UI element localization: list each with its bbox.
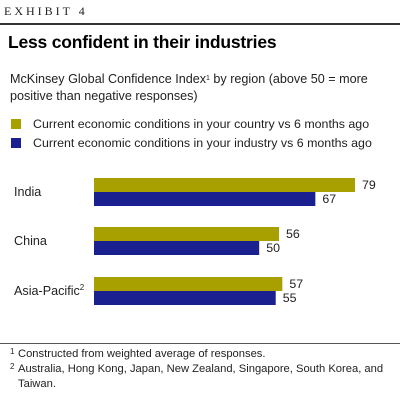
footnote-rule	[0, 343, 400, 344]
exhibit-label: EXHIBIT 4	[4, 4, 88, 18]
data-label: 79	[362, 178, 376, 192]
footnotes: 1 Constructed from weighted average of re…	[10, 347, 395, 392]
data-label: 56	[286, 227, 300, 241]
bar	[94, 192, 316, 206]
footnote-2-text: Australia, Hong Kong, Japan, New Zealand…	[18, 363, 384, 390]
subtitle-main: McKinsey Global Confidence Index	[10, 72, 207, 86]
category-label: China	[14, 234, 47, 248]
chart-subtitle: McKinsey Global Confidence Index1 by reg…	[10, 71, 395, 105]
footnote-1-mark: 1	[10, 347, 15, 356]
legend-item-industry: Current economic conditions in your indu…	[11, 136, 396, 152]
legend-swatch-country	[11, 119, 21, 129]
legend-label-country: Current economic conditions in your coun…	[33, 117, 370, 131]
data-label: 67	[322, 192, 336, 206]
category-label: India	[14, 185, 41, 199]
legend-item-country: Current economic conditions in your coun…	[11, 117, 396, 133]
category-footnote-mark: 2	[80, 283, 85, 292]
chart-title: Less confident in their industries	[8, 32, 277, 52]
legend-swatch-industry	[11, 138, 21, 148]
top-rule	[0, 23, 400, 25]
bar	[94, 227, 280, 241]
footnote-2-mark: 2	[10, 362, 15, 371]
data-label: 50	[266, 241, 280, 255]
footnote-2: 2 Australia, Hong Kong, Japan, New Zealan…	[10, 362, 395, 392]
bar	[94, 291, 276, 305]
bar	[94, 277, 283, 291]
category-label: Asia-Pacific2	[14, 283, 85, 298]
bar	[94, 241, 260, 255]
data-label: 57	[289, 277, 303, 291]
subtitle-footnote-mark: 1	[206, 75, 210, 82]
footnote-1-text: Constructed from weighted average of res…	[18, 348, 266, 360]
bar	[94, 178, 355, 192]
footnote-1: 1 Constructed from weighted average of re…	[10, 347, 395, 362]
legend-label-industry: Current economic conditions in your indu…	[33, 136, 372, 150]
data-label: 55	[283, 291, 297, 305]
subtitle-rest: by region (above 50 = more positive than…	[10, 72, 368, 103]
